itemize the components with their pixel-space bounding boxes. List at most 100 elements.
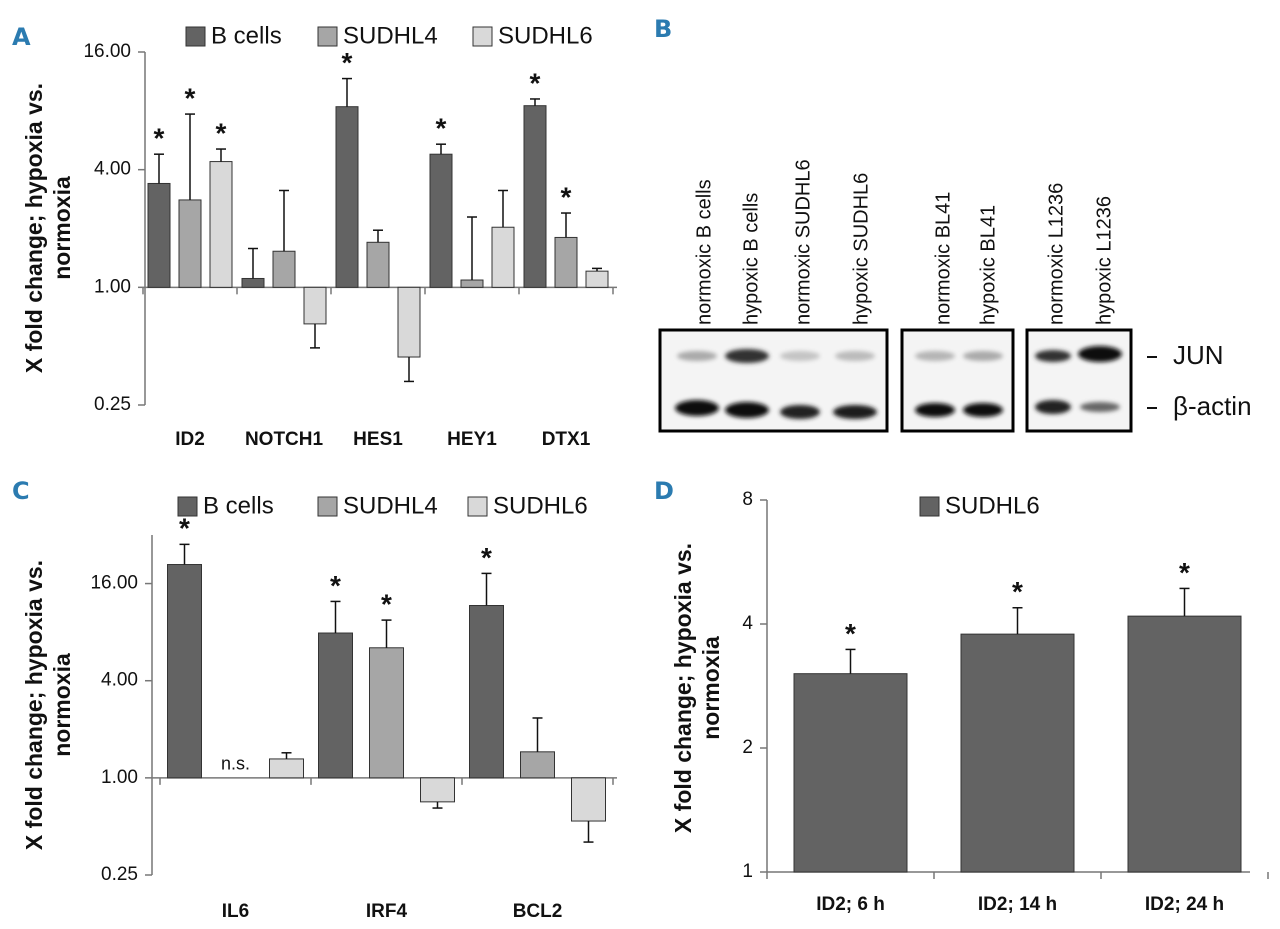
lane-label: hypoxic BL41 bbox=[977, 205, 999, 325]
panel-label: A bbox=[12, 23, 31, 51]
error-bar bbox=[330, 600, 341, 634]
bar bbox=[469, 605, 504, 779]
y-axis-label: X fold change; hypoxia vs. normoxia bbox=[21, 82, 75, 374]
bar bbox=[793, 673, 908, 873]
bar bbox=[147, 182, 171, 288]
bar bbox=[585, 270, 609, 288]
bar bbox=[178, 199, 202, 288]
error-bar bbox=[216, 148, 226, 162]
bar bbox=[491, 226, 515, 288]
y-tick-label: 16.00 bbox=[83, 41, 131, 62]
bar bbox=[318, 632, 353, 779]
legend-swatch bbox=[185, 26, 206, 47]
bar bbox=[1127, 615, 1242, 873]
error-bar bbox=[1179, 587, 1190, 617]
legend-label: SUDHL4 bbox=[343, 492, 438, 519]
x-tick-label: NOTCH1 bbox=[245, 429, 324, 450]
significance-label: * bbox=[342, 47, 353, 78]
legend-swatch bbox=[317, 26, 338, 47]
x-tick-label: ID2 bbox=[175, 429, 205, 450]
lane-label: hypoxic L1236 bbox=[1093, 196, 1115, 325]
bar bbox=[554, 236, 578, 288]
bar bbox=[523, 105, 547, 288]
blot-box bbox=[900, 328, 1015, 433]
bar bbox=[571, 777, 606, 822]
error-bar bbox=[561, 212, 571, 238]
legend-swatch bbox=[467, 496, 488, 517]
x-tick-label: HES1 bbox=[353, 429, 403, 450]
bar bbox=[397, 286, 421, 358]
y-axis-label: X fold change; hypoxia vs. normoxia bbox=[670, 542, 724, 834]
error-bar bbox=[1012, 607, 1023, 635]
y-tick-label: 0.25 bbox=[94, 394, 131, 415]
x-tick-label: IL6 bbox=[222, 901, 249, 922]
x-tick-label: IRF4 bbox=[366, 901, 408, 922]
x-tick-label: HEY1 bbox=[447, 429, 497, 450]
bar bbox=[209, 161, 233, 288]
legend-label: SUDHL6 bbox=[945, 492, 1040, 519]
blot-box bbox=[1025, 328, 1133, 433]
significance-label: * bbox=[530, 67, 541, 98]
error-bar bbox=[373, 229, 383, 243]
legend-label: SUDHL4 bbox=[343, 22, 438, 49]
significance-label: * bbox=[481, 542, 492, 573]
bar bbox=[269, 758, 304, 779]
bar bbox=[335, 106, 359, 288]
y-tick-label: 4 bbox=[742, 613, 753, 634]
bar bbox=[167, 564, 202, 779]
lane-label: normoxic SUDHL6 bbox=[792, 159, 814, 325]
y-tick-label: 2 bbox=[742, 737, 753, 758]
error-bar bbox=[592, 267, 602, 272]
significance-label: * bbox=[330, 570, 341, 601]
y-tick-label: 1 bbox=[742, 861, 753, 882]
x-tick-label: ID2; 24 h bbox=[1145, 894, 1224, 915]
error-bar bbox=[381, 619, 392, 648]
error-bar bbox=[404, 357, 414, 383]
significance-label: * bbox=[845, 618, 856, 649]
lane-label: normoxic L1236 bbox=[1045, 183, 1067, 325]
bar bbox=[460, 279, 484, 288]
significance-label: * bbox=[185, 82, 196, 113]
x-tick-label: BCL2 bbox=[513, 901, 563, 922]
band-label: JUN bbox=[1173, 340, 1224, 370]
error-bar bbox=[436, 143, 446, 155]
significance-label: n.s. bbox=[221, 754, 250, 774]
bar bbox=[241, 277, 265, 288]
y-axis-label: X fold change; hypoxia vs. normoxia bbox=[21, 559, 75, 851]
y-tick-label: 1.00 bbox=[101, 767, 138, 788]
panel-label: B bbox=[654, 15, 672, 43]
significance-label: * bbox=[179, 513, 190, 544]
legend-swatch bbox=[177, 496, 198, 517]
y-tick-label: 8 bbox=[742, 489, 753, 510]
bar bbox=[272, 250, 296, 288]
legend-label: SUDHL6 bbox=[498, 22, 593, 49]
error-bar bbox=[498, 189, 508, 228]
error-bar bbox=[281, 752, 292, 759]
error-bar bbox=[530, 98, 540, 106]
significance-label: * bbox=[154, 123, 165, 154]
y-tick-label: 0.25 bbox=[101, 864, 138, 885]
error-bar bbox=[432, 801, 443, 809]
y-tick-label: 16.00 bbox=[90, 573, 138, 594]
panel-label: D bbox=[654, 477, 674, 505]
error-bar bbox=[248, 247, 258, 279]
bar bbox=[520, 751, 555, 779]
panel-label: C bbox=[12, 477, 30, 505]
lane-label: hypoxic B cells bbox=[740, 193, 762, 325]
error-bar bbox=[310, 323, 320, 349]
legend-label: SUDHL6 bbox=[493, 492, 588, 519]
y-tick-label: 4.00 bbox=[94, 159, 131, 180]
error-bar bbox=[154, 153, 164, 184]
bar bbox=[366, 241, 390, 288]
error-bar bbox=[179, 543, 190, 565]
band-label: β-actin bbox=[1173, 391, 1252, 421]
legend-swatch bbox=[317, 496, 338, 517]
error-bar bbox=[481, 572, 492, 606]
error-bar bbox=[583, 821, 594, 843]
bar bbox=[420, 777, 455, 803]
legend-label: B cells bbox=[211, 22, 282, 49]
significance-label: * bbox=[1179, 557, 1190, 588]
error-bar bbox=[185, 113, 195, 200]
